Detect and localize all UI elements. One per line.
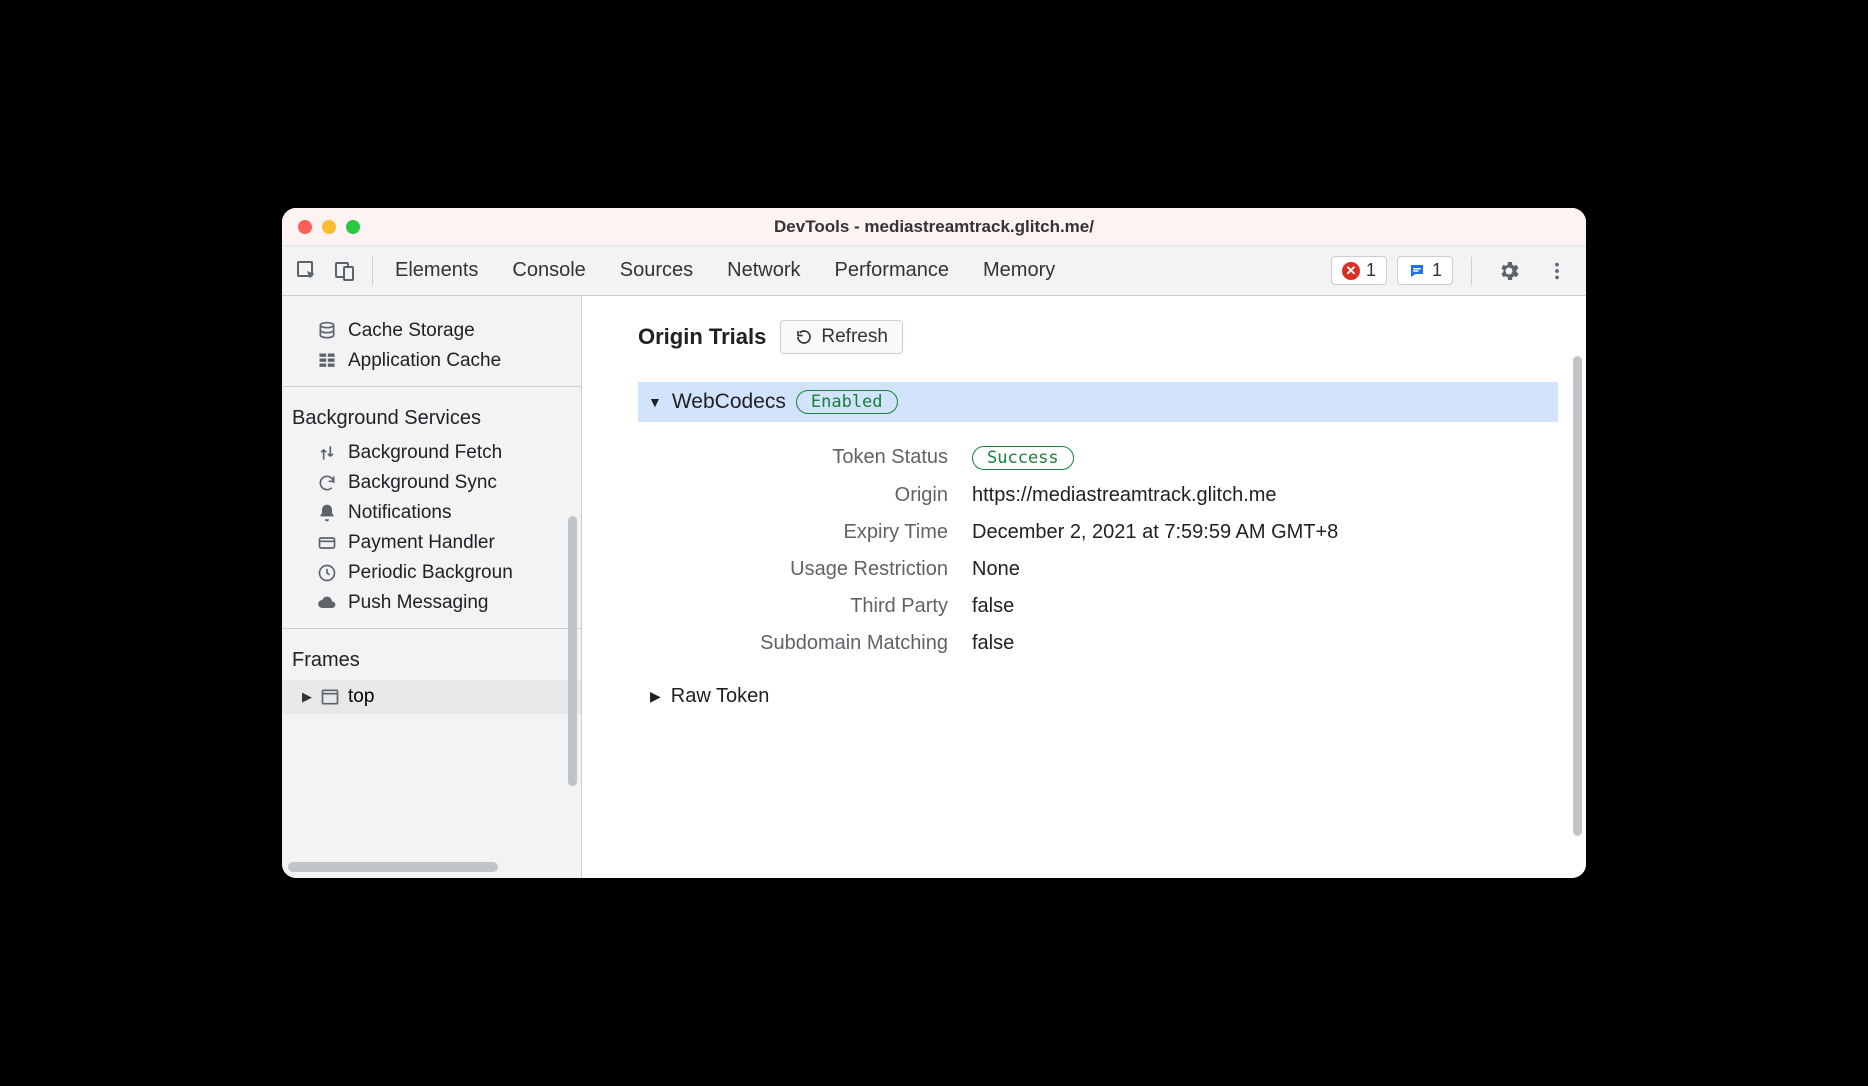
sidebar-item-label: Notifications bbox=[348, 502, 452, 524]
tab-console[interactable]: Console bbox=[512, 259, 585, 282]
label-subdomain: Subdomain Matching bbox=[648, 632, 948, 655]
raw-token-label: Raw Token bbox=[671, 685, 770, 708]
sidebar-divider bbox=[282, 628, 581, 629]
sidebar-item-label: Periodic Backgroun bbox=[348, 562, 513, 584]
bell-icon bbox=[316, 503, 338, 523]
refresh-icon bbox=[795, 328, 813, 346]
trial-name: WebCodecs bbox=[672, 390, 786, 414]
sidebar-item-label: Push Messaging bbox=[348, 592, 488, 614]
inspect-element-icon[interactable] bbox=[288, 252, 326, 290]
tab-performance[interactable]: Performance bbox=[835, 259, 950, 282]
sidebar-item-label: Background Fetch bbox=[348, 442, 502, 464]
label-usage: Usage Restriction bbox=[648, 558, 948, 581]
main-panel: Origin Trials Refresh ▼ WebCodecs Enable… bbox=[582, 296, 1586, 878]
settings-icon[interactable] bbox=[1490, 252, 1528, 290]
sidebar-scrollbar-vertical[interactable] bbox=[568, 516, 577, 786]
sidebar-item-application-cache[interactable]: Application Cache bbox=[282, 346, 581, 376]
sidebar-item-cache-storage[interactable]: Cache Storage bbox=[282, 316, 581, 346]
origin-trials-title: Origin Trials bbox=[638, 324, 766, 350]
sidebar: Cache Storage Application Cache Backgrou… bbox=[282, 296, 582, 878]
tab-sources[interactable]: Sources bbox=[620, 259, 693, 282]
titlebar: DevTools - mediastreamtrack.glitch.me/ bbox=[282, 208, 1586, 246]
message-count: 1 bbox=[1432, 260, 1442, 281]
sidebar-item-label: Payment Handler bbox=[348, 532, 495, 554]
trial-row-webcodecs[interactable]: ▼ WebCodecs Enabled bbox=[638, 382, 1558, 422]
toolbar-divider bbox=[1471, 257, 1472, 285]
messages-pill[interactable]: 1 bbox=[1397, 256, 1453, 285]
frame-row-top[interactable]: ▶ top bbox=[282, 680, 581, 714]
updown-icon bbox=[316, 443, 338, 463]
devtools-window: DevTools - mediastreamtrack.glitch.me/ E… bbox=[282, 208, 1586, 878]
traffic-lights bbox=[298, 220, 360, 234]
value-origin: https://mediastreamtrack.glitch.me bbox=[972, 484, 1548, 507]
value-token-status: Success bbox=[972, 446, 1548, 470]
message-icon bbox=[1408, 262, 1426, 280]
main-scrollbar-vertical[interactable] bbox=[1573, 356, 1582, 836]
sidebar-item-background-fetch[interactable]: Background Fetch bbox=[282, 438, 581, 468]
value-third-party: false bbox=[972, 595, 1548, 618]
toolbar: Elements Console Sources Network Perform… bbox=[282, 246, 1586, 296]
sidebar-item-push-messaging[interactable]: Push Messaging bbox=[282, 588, 581, 618]
errors-pill[interactable]: ✕ 1 bbox=[1331, 256, 1387, 285]
minimize-window-button[interactable] bbox=[322, 220, 336, 234]
clock-icon bbox=[316, 563, 338, 583]
chevron-right-icon: ▶ bbox=[650, 688, 661, 705]
refresh-button[interactable]: Refresh bbox=[780, 320, 903, 354]
sidebar-scrollbar-horizontal[interactable] bbox=[288, 862, 498, 872]
toolbar-divider bbox=[372, 257, 373, 285]
label-expiry: Expiry Time bbox=[648, 521, 948, 544]
cloud-icon bbox=[316, 593, 338, 613]
label-token-status: Token Status bbox=[648, 446, 948, 470]
value-usage: None bbox=[972, 558, 1548, 581]
sidebar-item-label: Application Cache bbox=[348, 350, 501, 372]
sidebar-section-frames: Frames bbox=[282, 639, 581, 680]
error-count: 1 bbox=[1366, 260, 1376, 281]
database-icon bbox=[316, 321, 338, 341]
sidebar-item-label: Background Sync bbox=[348, 472, 497, 494]
panel-tabs: Elements Console Sources Network Perform… bbox=[395, 259, 1055, 282]
tab-memory[interactable]: Memory bbox=[983, 259, 1055, 282]
sidebar-divider bbox=[282, 386, 581, 387]
window-title: DevTools - mediastreamtrack.glitch.me/ bbox=[282, 217, 1586, 237]
chevron-down-icon: ▼ bbox=[648, 394, 662, 410]
value-subdomain: false bbox=[972, 632, 1548, 655]
close-window-button[interactable] bbox=[298, 220, 312, 234]
sidebar-item-periodic-background[interactable]: Periodic Backgroun bbox=[282, 558, 581, 588]
body: Cache Storage Application Cache Backgrou… bbox=[282, 296, 1586, 878]
sidebar-item-background-sync[interactable]: Background Sync bbox=[282, 468, 581, 498]
window-icon bbox=[320, 687, 340, 707]
tab-network[interactable]: Network bbox=[727, 259, 800, 282]
card-icon bbox=[316, 533, 338, 553]
origin-trials-header: Origin Trials Refresh bbox=[638, 320, 1558, 354]
label-third-party: Third Party bbox=[648, 595, 948, 618]
trial-status-badge: Enabled bbox=[796, 390, 898, 414]
tab-elements[interactable]: Elements bbox=[395, 259, 478, 282]
chevron-right-icon: ▶ bbox=[302, 689, 312, 705]
frame-label: top bbox=[348, 686, 374, 708]
label-origin: Origin bbox=[648, 484, 948, 507]
more-icon[interactable] bbox=[1538, 252, 1576, 290]
trial-details: Token Status Success Origin https://medi… bbox=[638, 422, 1558, 679]
error-icon: ✕ bbox=[1342, 262, 1360, 280]
device-toolbar-icon[interactable] bbox=[326, 252, 364, 290]
toolbar-right: ✕ 1 1 bbox=[1331, 252, 1576, 290]
sync-icon bbox=[316, 473, 338, 493]
value-expiry: December 2, 2021 at 7:59:59 AM GMT+8 bbox=[972, 521, 1548, 544]
sidebar-item-label: Cache Storage bbox=[348, 320, 475, 342]
raw-token-row[interactable]: ▶ Raw Token bbox=[638, 679, 1558, 714]
zoom-window-button[interactable] bbox=[346, 220, 360, 234]
refresh-label: Refresh bbox=[821, 326, 888, 348]
sidebar-section-background-services: Background Services bbox=[282, 397, 581, 438]
sidebar-item-payment-handler[interactable]: Payment Handler bbox=[282, 528, 581, 558]
grid-icon bbox=[316, 351, 338, 371]
sidebar-item-notifications[interactable]: Notifications bbox=[282, 498, 581, 528]
token-status-badge: Success bbox=[972, 446, 1074, 470]
